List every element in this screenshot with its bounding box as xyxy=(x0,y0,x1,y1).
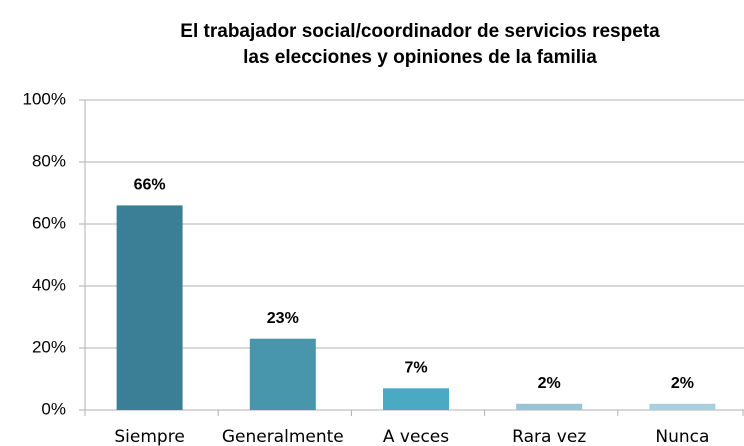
value-label: 2% xyxy=(538,375,561,392)
x-tick-label: Siempre xyxy=(114,427,184,446)
y-tick-label: 80% xyxy=(32,151,66,170)
value-label: 2% xyxy=(671,375,694,392)
x-tick-label: Generalmente xyxy=(222,427,344,446)
y-tick-label: 0% xyxy=(41,399,66,418)
bar xyxy=(116,205,183,410)
chart-title: El trabajador social/coordinador de serv… xyxy=(180,21,660,42)
x-tick-label: A veces xyxy=(383,427,449,446)
value-label: 7% xyxy=(404,360,427,377)
bar xyxy=(649,403,716,410)
y-tick-label: 60% xyxy=(32,213,66,232)
bar xyxy=(383,388,449,410)
chart-title: las elecciones y opiniones de la familia xyxy=(243,47,597,68)
value-label: 66% xyxy=(134,177,166,194)
x-tick-label: Nunca xyxy=(655,427,709,446)
bar xyxy=(516,403,583,410)
x-tick-label: Rara vez xyxy=(512,427,586,446)
y-tick-label: 40% xyxy=(32,275,66,294)
value-label: 23% xyxy=(267,310,299,327)
y-tick-label: 100% xyxy=(23,89,66,108)
y-tick-label: 20% xyxy=(32,337,66,356)
bar xyxy=(249,338,316,410)
